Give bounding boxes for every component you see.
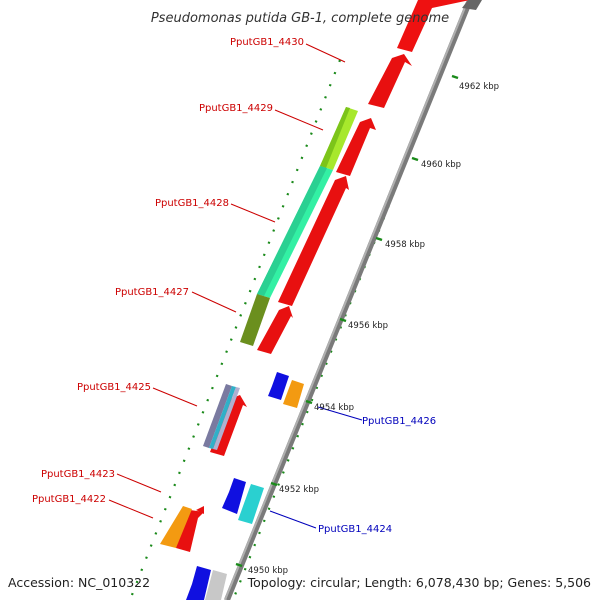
gene-4425-stripe-b [209, 386, 236, 449]
forward-genes [176, 0, 482, 552]
gene-4426-blue [268, 372, 289, 400]
gene-4423-tip [196, 506, 204, 514]
tick-labels: 4962 kbp 4960 kbp 4958 kbp 4956 kbp 4954… [248, 82, 499, 576]
tick-label: 4950 kbp [248, 566, 288, 576]
tick-label: 4956 kbp [348, 321, 388, 331]
tick-label: 4958 kbp [385, 240, 425, 250]
tick-rail-inner [128, 59, 342, 600]
gene-4425-stripe-a [203, 384, 232, 448]
callout-lines-reverse [269, 406, 363, 529]
reverse-gene-labels: PputGB1_4426 PputGB1_4424 [318, 416, 436, 535]
gene-4430-block [368, 54, 412, 108]
gene-label-4423[interactable]: PputGB1_4423 [41, 469, 115, 480]
map-title: Pseudomonas putida GB-1, complete genome [151, 11, 449, 26]
gene-4425-stripe-c [213, 387, 240, 450]
gene-bottom-blue [186, 566, 211, 600]
outer-track-genes [160, 107, 358, 548]
gene-4426-orange [283, 380, 304, 408]
topology-text: Topology: circular; Length: 6,078,430 bp… [247, 575, 591, 590]
gene-4429-edge [320, 107, 350, 168]
tick-label: 4954 kbp [314, 403, 354, 413]
gene-4424-blue [222, 478, 246, 514]
gene-label-4424[interactable]: PputGB1_4424 [318, 524, 392, 535]
gene-4430-top [462, 0, 482, 10]
tick-label: 4960 kbp [421, 160, 461, 170]
gene-label-4427[interactable]: PputGB1_4427 [115, 287, 189, 298]
tick-label: 4952 kbp [279, 485, 319, 495]
gene-4423-block [160, 506, 192, 548]
gene-4430-arrow [397, 0, 470, 52]
tick-label: 4962 kbp [459, 82, 499, 92]
gene-bottom-gray [205, 570, 227, 600]
gene-4427-block [240, 294, 270, 346]
genome-backbone [224, 0, 473, 600]
gene-label-4422[interactable]: PputGB1_4422 [32, 494, 106, 505]
genome-backbone-highlight [224, 0, 469, 600]
gene-label-4425[interactable]: PputGB1_4425 [77, 382, 151, 393]
kbp-ticks [235, 74, 459, 568]
accession-text: Accession: NC_010322 [8, 575, 150, 590]
reverse-genes [186, 372, 304, 600]
gene-4428-red [278, 176, 349, 306]
forward-gene-labels: PputGB1_4430 PputGB1_4429 PputGB1_4428 P… [32, 37, 304, 505]
callout-lines [108, 43, 346, 519]
gene-4429-red [336, 118, 376, 176]
gene-label-4429[interactable]: PputGB1_4429 [199, 103, 273, 114]
gene-4424-cyan [238, 484, 264, 524]
gene-4428-edge [257, 166, 327, 296]
gene-label-4428[interactable]: PputGB1_4428 [155, 198, 229, 209]
gene-label-4430[interactable]: PputGB1_4430 [230, 37, 304, 48]
gene-4427-red [257, 306, 293, 354]
gene-label-4426[interactable]: PputGB1_4426 [362, 416, 436, 427]
